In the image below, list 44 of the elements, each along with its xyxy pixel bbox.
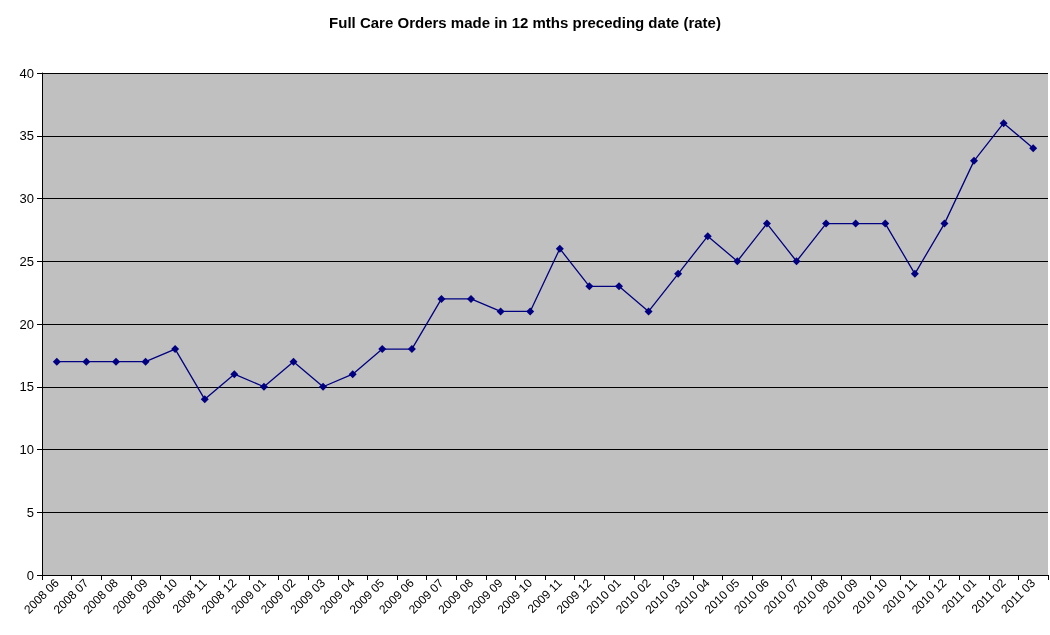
point — [999, 119, 1008, 128]
point — [614, 282, 623, 291]
point — [733, 257, 742, 266]
point — [526, 307, 535, 316]
point — [437, 294, 446, 303]
point — [259, 382, 268, 391]
point — [822, 219, 831, 228]
point — [171, 345, 180, 354]
point — [141, 357, 150, 366]
y-tick-label: 25 — [19, 253, 34, 269]
point — [348, 370, 357, 379]
point — [111, 357, 120, 366]
point — [792, 257, 801, 266]
point — [644, 307, 653, 316]
point — [467, 294, 476, 303]
point — [319, 382, 328, 391]
y-tick-label: 35 — [19, 128, 34, 144]
point — [378, 345, 387, 354]
y-tick-label: 30 — [19, 191, 34, 206]
point — [82, 357, 91, 366]
point — [762, 219, 771, 228]
point — [703, 232, 712, 241]
y-tick-label: 10 — [19, 442, 34, 457]
point — [970, 156, 979, 165]
point — [407, 345, 416, 354]
point — [555, 244, 564, 253]
point — [289, 357, 298, 366]
point — [585, 282, 594, 291]
y-tick-label: 0 — [26, 567, 34, 583]
point — [1029, 144, 1038, 153]
y-tick-label: 5 — [26, 504, 34, 520]
point — [230, 370, 239, 379]
y-tick-label: 20 — [19, 316, 34, 332]
point — [52, 357, 61, 366]
y-tick-label: 40 — [19, 65, 34, 81]
y-tick-label: 15 — [19, 379, 34, 395]
point — [674, 269, 683, 278]
point — [940, 219, 949, 228]
point — [881, 219, 890, 228]
point — [200, 395, 209, 404]
point — [851, 219, 860, 228]
point — [496, 307, 505, 316]
point — [910, 269, 919, 278]
chart-title: Full Care Orders made in 12 mths preceding date (rate) — [329, 14, 721, 31]
